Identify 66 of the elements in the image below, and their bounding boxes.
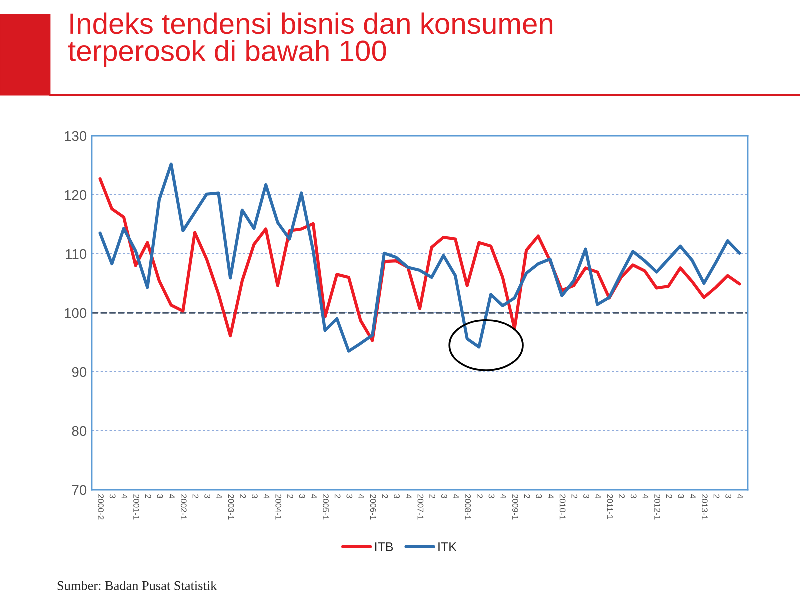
x-tick-label: 4 — [216, 494, 222, 499]
x-tick-label: 2003-1 — [228, 494, 234, 520]
x-tick-label: 2010-1 — [560, 494, 566, 520]
x-tick-label: 2011-1 — [607, 494, 614, 520]
x-tick-label: 3 — [346, 494, 353, 498]
x-tick-label: 3 — [157, 494, 164, 498]
x-tick-label: 4 — [169, 494, 175, 499]
x-tick-label: 4 — [311, 494, 318, 499]
x-tick-label: 4 — [642, 494, 649, 499]
x-tick-label: 2 — [619, 494, 625, 498]
x-tick-label: 4 — [122, 494, 128, 499]
x-tick-label: 2008-1 — [465, 494, 472, 520]
x-tick-label: 3 — [726, 494, 732, 498]
x-tick-label: 2 — [477, 494, 483, 498]
x-tick-label: 2 — [714, 494, 720, 498]
x-tick-label: 2 — [572, 494, 578, 498]
x-tick-label: 2 — [430, 494, 436, 498]
x-tick-label: 4 — [690, 494, 696, 499]
legend-label: ITB — [375, 542, 394, 552]
x-tick-label: 4 — [264, 494, 270, 499]
x-tick-label: 2006-1 — [370, 494, 376, 520]
x-tick-label: 2 — [288, 494, 294, 498]
x-tick-label: 4 — [500, 494, 506, 499]
y-tick-label: 110 — [66, 249, 87, 260]
x-tick-label: 4 — [453, 494, 460, 499]
x-tick-label: 3 — [252, 494, 258, 498]
x-tick-label: 3 — [584, 494, 590, 498]
y-tick-label: 100 — [65, 308, 87, 318]
y-tick-label: 70 — [72, 485, 87, 496]
x-tick-label: 2 — [192, 494, 199, 498]
x-tick-label: 3 — [299, 494, 306, 498]
x-tick-label: 2005-1 — [323, 494, 329, 520]
x-tick-label: 2004-1 — [276, 494, 282, 520]
x-tick-label: 3 — [110, 494, 116, 498]
y-tick-label: 130 — [65, 131, 87, 142]
x-tick-label: 3 — [488, 494, 495, 498]
x-tick-label: 3 — [536, 494, 542, 498]
x-tick-label: 2007-1 — [418, 494, 424, 520]
x-tick-label: 2002-1 — [180, 494, 187, 520]
x-tick-label: 4 — [595, 494, 602, 499]
x-tick-label: 4 — [406, 494, 412, 499]
x-tick-label: 2009-1 — [512, 494, 518, 520]
x-tick-label: 4 — [358, 494, 364, 499]
x-tick-label: 3 — [204, 494, 211, 498]
x-tick-label: 2012-1 — [654, 494, 660, 520]
x-tick-label: 3 — [678, 494, 684, 498]
x-tick-label: 4 — [548, 494, 554, 499]
x-tick-label: 2 — [382, 494, 388, 498]
x-tick-label: 4 — [738, 494, 744, 499]
x-tick-label: 2 — [240, 494, 246, 498]
x-tick-label: 2 — [146, 494, 152, 498]
text: Sumber: Badan Pusat Statistik — [58, 581, 218, 590]
chart-title: Indeks tendensi bisnis dan konsumen terperosok di bawah 100 — [68, 12, 553, 68]
y-tick-label: 80 — [72, 426, 87, 436]
x-tick-label: 3 — [394, 494, 400, 498]
x-tick-label: 3 — [630, 494, 637, 498]
x-tick-label: 2013-1 — [702, 494, 708, 520]
y-tick-label: 90 — [72, 367, 87, 378]
x-tick-label: 2001-1 — [134, 494, 140, 520]
legend-label: ITK — [438, 542, 457, 552]
x-tick-label: 2 — [524, 494, 530, 498]
x-tick-label: 2 — [666, 494, 672, 498]
x-tick-label: 3 — [441, 494, 448, 498]
x-tick-label: 2000-2 — [98, 494, 104, 520]
y-tick-label: 120 — [65, 190, 87, 200]
x-tick-label: 2 — [334, 494, 341, 498]
